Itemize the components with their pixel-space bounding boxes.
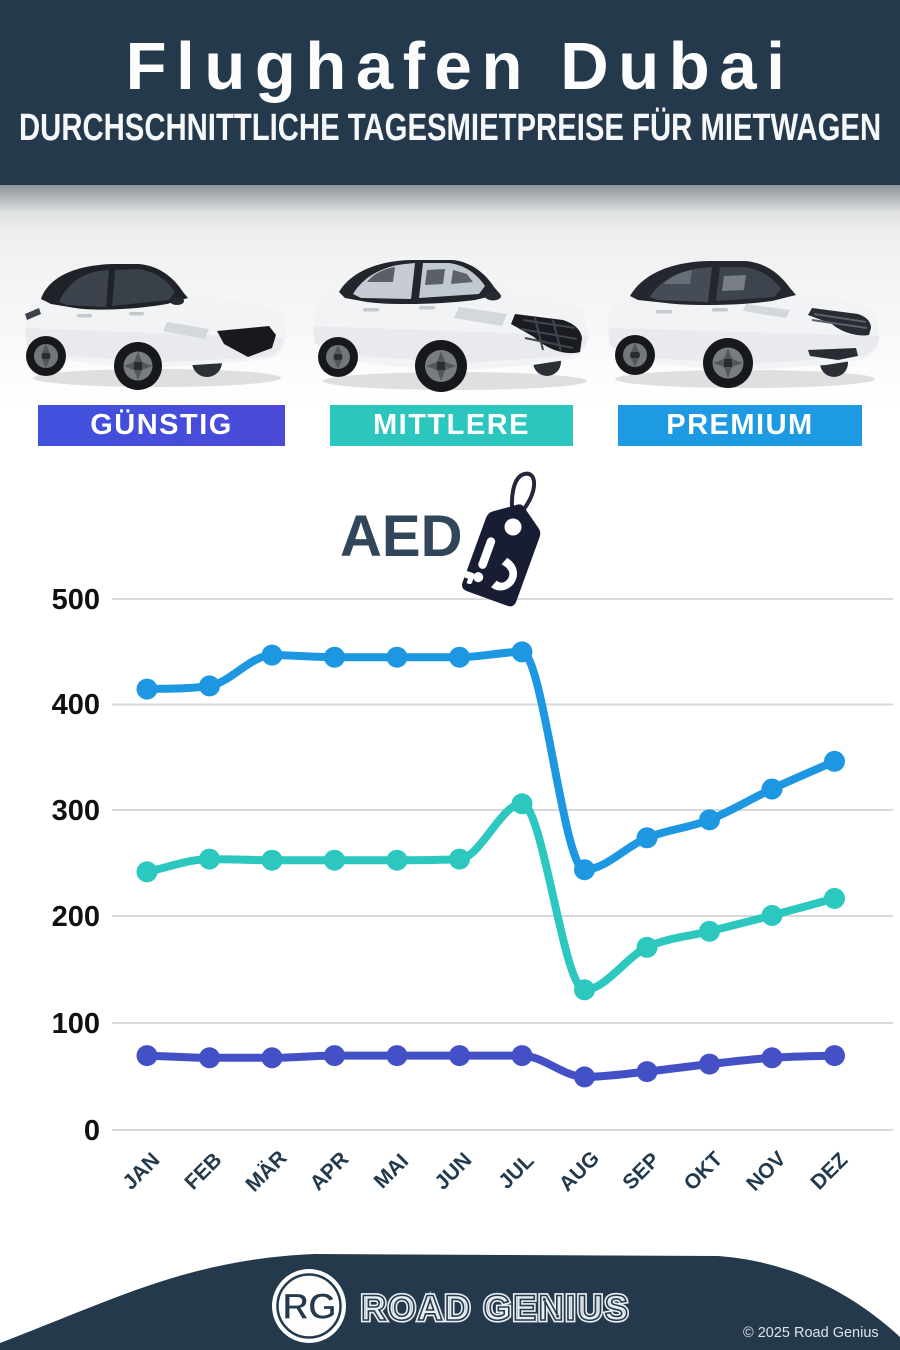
svg-text:200: 200 — [52, 901, 100, 933]
svg-text:JUN: JUN — [430, 1148, 476, 1194]
svg-text:RG: RG — [282, 1286, 336, 1327]
svg-text:OKT: OKT — [680, 1147, 728, 1195]
svg-text:ROAD GENIUS: ROAD GENIUS — [361, 1289, 630, 1328]
svg-text:MÄR: MÄR — [241, 1146, 291, 1196]
svg-text:FEB: FEB — [180, 1148, 226, 1194]
svg-text:DEZ: DEZ — [806, 1148, 852, 1194]
svg-text:JAN: JAN — [118, 1148, 164, 1194]
svg-text:300: 300 — [52, 795, 100, 827]
svg-text:APR: APR — [306, 1148, 354, 1196]
svg-text:RG: RG — [282, 1286, 336, 1327]
svg-text:NOV: NOV — [742, 1147, 790, 1195]
svg-text:ROAD GENIUS: ROAD GENIUS — [361, 1289, 630, 1328]
svg-text:0: 0 — [84, 1115, 100, 1147]
svg-text:400: 400 — [52, 689, 100, 721]
svg-text:500: 500 — [52, 584, 100, 616]
svg-text:MAI: MAI — [370, 1150, 413, 1193]
svg-text:100: 100 — [52, 1008, 100, 1040]
svg-text:AUG: AUG — [555, 1147, 604, 1196]
svg-text:SEP: SEP — [618, 1148, 664, 1194]
svg-text:JUL: JUL — [494, 1149, 538, 1193]
